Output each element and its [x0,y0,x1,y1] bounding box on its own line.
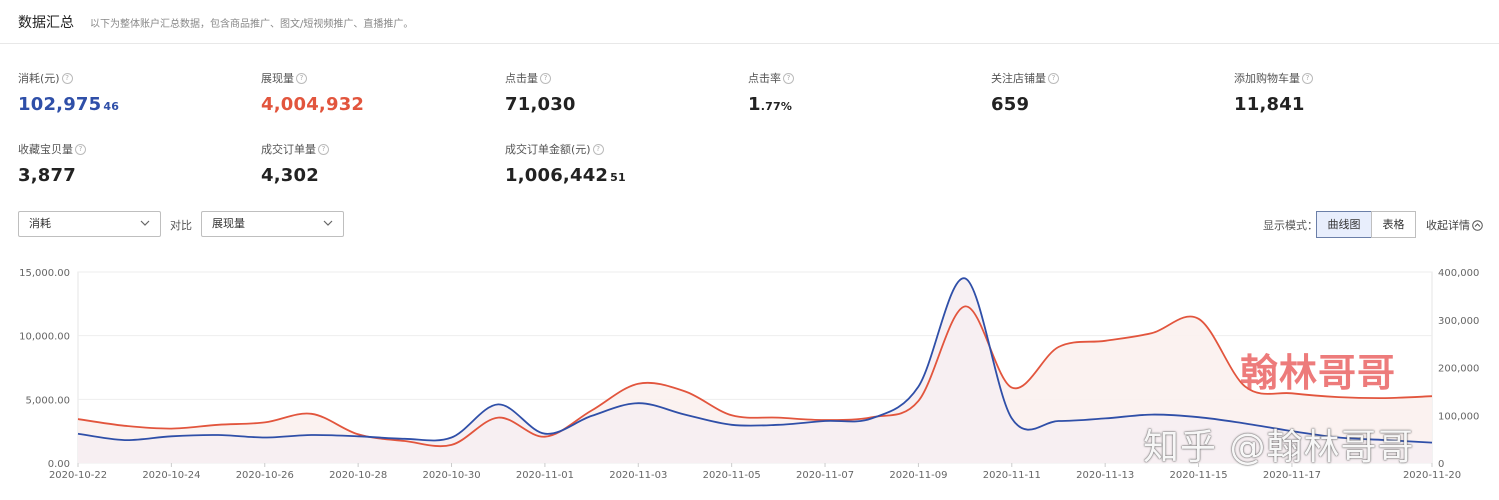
x-tick-label: 2020-10-28 [329,470,387,481]
metric-impressions: 展现量? 4,004,932 [261,70,491,115]
y-right-tick-label: 0 [1438,459,1444,470]
compare-metric-value: 展现量 [212,217,245,230]
display-mode-label: 显示模式： [1263,219,1318,232]
chevron-down-icon [140,220,150,226]
y-right-tick-label: 200,000 [1438,364,1479,375]
metric-clicks: 点击量? 71,030 [505,70,735,115]
mode-table-button[interactable]: 表格 [1371,211,1416,238]
y-right-tick-label: 300,000 [1438,316,1479,327]
summary-header: 数据汇总 以下为整体账户汇总数据，包含商品推广、图文/短视频推广、直播推广。 [0,0,1499,44]
metric-value: 1,006,442 [505,165,609,186]
y-left-tick-label: 0.00 [48,459,70,470]
x-tick-label: 2020-11-03 [609,470,667,481]
metric-value-decimal: .77% [760,100,793,113]
metric-label: 成交订单金额(元) [505,143,591,156]
help-icon[interactable]: ? [540,72,551,84]
x-tick-label: 2020-11-11 [983,470,1041,481]
compare-label: 对比 [170,219,192,232]
x-tick-label: 2020-11-15 [1169,470,1227,481]
x-tick-label: 2020-11-17 [1263,470,1321,481]
page-subtitle: 以下为整体账户汇总数据，包含商品推广、图文/短视频推广、直播推广。 [90,19,414,30]
compare-metric-select[interactable]: 展现量 [201,211,344,237]
primary-metric-value: 消耗 [29,217,51,230]
metric-value: 3,877 [18,165,76,186]
x-tick-label: 2020-10-24 [142,470,200,481]
page-title: 数据汇总 [18,15,74,31]
y-left-tick-label: 15,000.00 [19,268,70,279]
metric-label: 成交订单量 [261,143,316,156]
collapse-details-toggle[interactable]: 收起详情 [1426,217,1483,233]
series-line-cost [77,277,1433,444]
metric-order-amount: 成交订单金额(元)? 1,006,442 51 [505,141,735,186]
metric-label: 消耗(元) [18,72,60,85]
metric-value-decimal: 46 [103,100,120,113]
author-watermark: 翰林哥哥 [1240,350,1397,395]
metric-orders: 成交订单量? 4,302 [261,141,491,186]
metric-cost: 消耗(元)? 102,975 46 [18,70,248,115]
chevron-down-icon [323,220,333,226]
help-icon[interactable]: ? [75,143,86,155]
metric-label: 关注店铺量 [991,72,1046,85]
primary-metric-select[interactable]: 消耗 [18,211,161,237]
x-tick-label: 2020-11-07 [796,470,854,481]
chevron-up-circle-icon [1472,219,1483,231]
mode-curve-button[interactable]: 曲线图 [1316,211,1372,238]
metric-value: 102,975 [18,94,102,115]
metric-favorites: 收藏宝贝量? 3,877 [18,141,248,186]
metric-value: 1 [748,94,761,115]
x-tick-label: 2020-10-26 [236,470,294,481]
metric-value: 4,004,932 [261,94,365,115]
x-tick-label: 2020-10-30 [422,470,480,481]
help-icon[interactable]: ? [592,143,604,155]
platform-watermark: 知乎 @翰林哥哥 [1143,427,1415,468]
help-icon[interactable]: ? [783,72,794,84]
y-right-tick-label: 400,000 [1438,268,1479,279]
metric-value: 11,841 [1234,94,1305,115]
x-tick-label: 2020-11-13 [1076,470,1134,481]
x-tick-label: 2020-11-20 [1403,470,1461,481]
metric-label: 展现量 [261,72,294,85]
help-icon[interactable]: ? [296,72,307,84]
metric-value: 4,302 [261,165,319,186]
metric-value-decimal: 51 [610,171,626,184]
collapse-details-label: 收起详情 [1426,219,1470,232]
help-icon[interactable]: ? [1048,72,1059,84]
trend-chart: 15,000.00 10,000.00 5,000.00 0.00 400,000 300… [19,268,1479,481]
metric-label: 点击量 [505,72,538,85]
help-icon[interactable]: ? [318,143,329,155]
help-icon[interactable]: ? [1302,72,1313,84]
metric-value: 71,030 [505,94,576,115]
x-tick-label: 2020-11-09 [889,470,947,481]
series-line-impressions [77,305,1433,448]
metric-label: 点击率 [748,72,781,85]
x-tick-label: 2020-11-01 [516,470,574,481]
metric-value: 659 [991,94,1030,115]
metric-store-follows: 关注店铺量? 659 [991,70,1221,115]
x-tick-label: 2020-10-22 [49,470,107,481]
x-tick-label: 2020-11-05 [703,470,761,481]
y-right-tick-label: 100,000 [1438,411,1479,422]
metric-add-to-cart: 添加购物车量? 11,841 [1234,70,1464,115]
help-icon[interactable]: ? [61,72,73,84]
metric-ctr: 点击率? 1.77% [748,70,978,115]
y-left-tick-label: 10,000.00 [19,332,70,343]
metric-label: 添加购物车量 [1234,72,1300,85]
metric-label: 收藏宝贝量 [18,143,73,156]
y-left-tick-label: 5,000.00 [25,395,70,406]
